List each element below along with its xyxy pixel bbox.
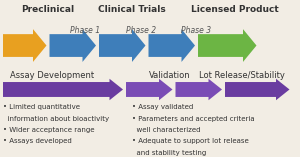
Text: Phase 1: Phase 1 xyxy=(70,26,101,35)
Polygon shape xyxy=(198,29,256,62)
Polygon shape xyxy=(225,79,290,100)
Polygon shape xyxy=(3,79,123,100)
Text: Licensed Product: Licensed Product xyxy=(191,5,279,14)
Text: Validation: Validation xyxy=(149,71,190,80)
Polygon shape xyxy=(99,29,146,62)
Text: • Assays developed: • Assays developed xyxy=(3,138,72,144)
Text: • Parameters and accepted criteria: • Parameters and accepted criteria xyxy=(132,116,255,122)
Text: information about bioactivity: information about bioactivity xyxy=(3,116,109,122)
Text: Assay Development: Assay Development xyxy=(11,71,95,80)
Text: well characterized: well characterized xyxy=(132,127,200,133)
Text: and stability testing: and stability testing xyxy=(132,150,206,156)
Polygon shape xyxy=(126,79,172,100)
Polygon shape xyxy=(3,29,46,62)
Polygon shape xyxy=(148,29,195,62)
Text: Phase 3: Phase 3 xyxy=(182,26,212,35)
Text: Lot Release/Stability: Lot Release/Stability xyxy=(199,71,284,80)
Text: • Wider acceptance range: • Wider acceptance range xyxy=(3,127,94,133)
Polygon shape xyxy=(50,29,96,62)
Text: • Limited quantitative: • Limited quantitative xyxy=(3,104,80,110)
Text: • Adequate to support lot release: • Adequate to support lot release xyxy=(132,138,249,144)
Text: Preclinical: Preclinical xyxy=(21,5,74,14)
Polygon shape xyxy=(176,79,222,100)
Text: • Assay validated: • Assay validated xyxy=(132,104,193,110)
Text: Phase 2: Phase 2 xyxy=(126,26,156,35)
Text: Clinical Trials: Clinical Trials xyxy=(98,5,166,14)
